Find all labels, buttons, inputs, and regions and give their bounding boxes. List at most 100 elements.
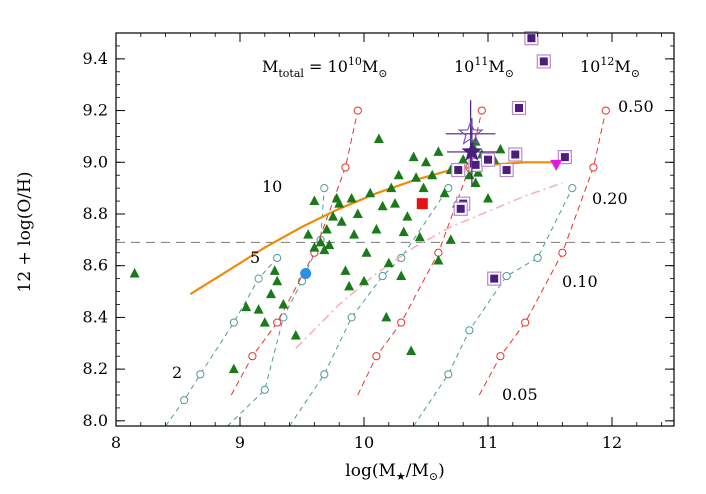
ratio-label-010: 0.10 <box>562 272 598 291</box>
y-tick-label: 9.2 <box>83 101 108 120</box>
purple-square-point <box>560 153 569 162</box>
green-triangle-point <box>272 275 283 286</box>
green-triangle-point <box>344 280 355 291</box>
ratio-label-5: 5 <box>250 248 260 267</box>
mass-curve-marker <box>589 163 598 172</box>
mass-curve-marker <box>248 352 257 361</box>
mass-curve-10^12 <box>478 110 607 396</box>
green-triangle-point <box>241 301 252 312</box>
green-triangle-point <box>390 198 400 208</box>
green-triangle-point <box>303 229 314 239</box>
purple-square-point <box>471 160 480 169</box>
green-triangle-point <box>228 363 239 374</box>
mass-curve-marker <box>353 106 362 115</box>
purple-square-point <box>539 57 548 66</box>
ratio-label-2: 2 <box>172 363 182 382</box>
green-triangle-point <box>381 311 392 322</box>
green-triangle-point <box>349 229 360 239</box>
green-triangle-point <box>383 257 394 268</box>
ratio-curve-marker <box>320 370 329 379</box>
green-triangle-point <box>408 151 419 162</box>
green-triangle-point <box>129 267 140 278</box>
ratio-curve-0.05 <box>413 187 573 426</box>
mass-curve-marker <box>558 248 567 257</box>
green-triangle-point <box>414 231 425 242</box>
green-triangle-point <box>340 265 351 275</box>
x-tick-label: 9 <box>235 433 245 452</box>
purple-square-point <box>456 204 465 213</box>
ratio-curve-marker <box>196 370 205 379</box>
ratio-curve-marker <box>180 396 189 405</box>
green-triangle-point <box>373 133 384 144</box>
green-triangle-point <box>266 288 276 299</box>
ratio-curve-2 <box>165 257 278 426</box>
purple-square-point <box>511 150 520 159</box>
ratio-curve-marker <box>502 271 511 281</box>
ratio-label-005: 0.05 <box>502 385 538 404</box>
ratio-curve-marker <box>465 326 474 335</box>
y-tick-label: 8.8 <box>83 204 108 223</box>
y-tick-label: 8.2 <box>83 359 108 378</box>
green-triangle-point <box>290 330 301 340</box>
green-triangle-point <box>315 236 326 247</box>
mass-curve-marker <box>521 318 530 327</box>
green-triangle-point <box>346 192 357 203</box>
green-triangle-point <box>458 154 469 164</box>
green-triangle-point <box>402 211 413 221</box>
ratio-curve-marker <box>347 313 356 322</box>
green-triangle-point <box>361 247 372 257</box>
ratio-curve-marker <box>533 253 542 263</box>
ratio-curve-marker <box>254 274 263 283</box>
y-tick-label: 8.4 <box>83 307 108 326</box>
green-triangle-point <box>278 298 289 309</box>
green-triangle-point <box>421 156 431 167</box>
ratio-curve-marker <box>444 370 453 379</box>
mass-curve-marker <box>477 106 486 115</box>
star-filled-point <box>461 140 483 161</box>
ratio-label-020: 0.20 <box>592 189 628 208</box>
green-triangle-point <box>386 182 397 193</box>
mass-curve-marker <box>601 106 610 115</box>
ratio-label-10: 10 <box>262 177 282 196</box>
green-triangle-point <box>406 345 417 356</box>
purple-square-point <box>515 103 523 112</box>
magenta-triangle-point <box>550 159 563 171</box>
ratio-label-050: 0.50 <box>618 97 654 116</box>
star-open-point <box>457 120 484 145</box>
ratio-curve-marker <box>273 253 282 263</box>
ratio-curve-10 <box>289 187 449 426</box>
green-triangle-point <box>427 169 438 180</box>
purple-square-point <box>502 166 511 175</box>
green-triangle-point <box>309 242 320 252</box>
mass-curve-marker <box>273 318 282 327</box>
x-axis-title: log(M★/M⊙) <box>345 461 444 483</box>
green-triangle-point <box>470 177 481 187</box>
x-tick-label: 10 <box>354 433 374 452</box>
y-tick-label: 9.4 <box>83 49 108 68</box>
red-square-point <box>416 198 428 210</box>
green-triangle-point <box>411 172 422 182</box>
green-triangle-point <box>393 169 404 180</box>
green-triangle-point <box>371 224 382 234</box>
plot-frame <box>115 32 675 427</box>
blue-circle-point <box>300 267 312 279</box>
green-triangle-point <box>259 317 270 327</box>
axis-ticks: 8 9 10 11 12 8.0 8.2 8.4 8.6 8.8 9.0 9.2 9.4 <box>83 33 674 452</box>
green-triangle-point <box>336 216 347 226</box>
purple-square-point <box>454 166 463 175</box>
green-triangle-point <box>319 244 330 255</box>
green-triangle-point <box>445 234 456 244</box>
green-triangle-point <box>495 143 506 154</box>
green-triangle-point <box>483 192 493 203</box>
x-tick-label: 8 <box>111 433 121 452</box>
ratio-curves <box>165 184 577 426</box>
green-triangle-point <box>377 200 388 211</box>
green-triangle-point <box>359 275 369 286</box>
mass-curve-marker <box>372 352 381 361</box>
green-triangle-point <box>334 198 345 208</box>
relation-lines <box>189 161 563 349</box>
mass-curves <box>230 106 610 396</box>
mass-11-label: 1011M⊙ <box>454 55 514 80</box>
ratio-curve-marker <box>320 184 329 193</box>
